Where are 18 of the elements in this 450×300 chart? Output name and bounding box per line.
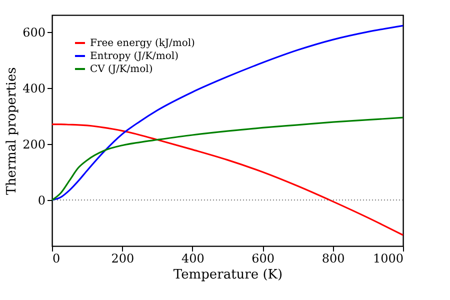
line-series <box>51 116 404 201</box>
x-tick-label: 0 <box>52 252 60 266</box>
y-tick-label: 400 <box>22 81 46 96</box>
x-tick-label: 400 <box>181 252 204 266</box>
y-tick-label: 200 <box>22 137 46 152</box>
y-tick-label: 0 <box>38 194 46 208</box>
x-tick-label: 1000 <box>372 252 404 266</box>
legend-label: Free energy (kJ/mol) <box>90 38 196 49</box>
legend-label: CV (J/K/mol) <box>90 64 153 75</box>
x-tick-label: 200 <box>111 252 134 266</box>
y-tick-label: 600 <box>22 25 46 40</box>
y-axis-title: Thermal properties <box>4 67 20 195</box>
line-series <box>51 124 404 236</box>
x-tick-label: 600 <box>252 252 275 266</box>
x-tick-label: 800 <box>322 252 345 266</box>
line-series <box>51 24 404 201</box>
x-axis-title: Temperature (K) <box>173 268 283 282</box>
legend-label: Entropy (J/K/mol) <box>90 51 179 62</box>
